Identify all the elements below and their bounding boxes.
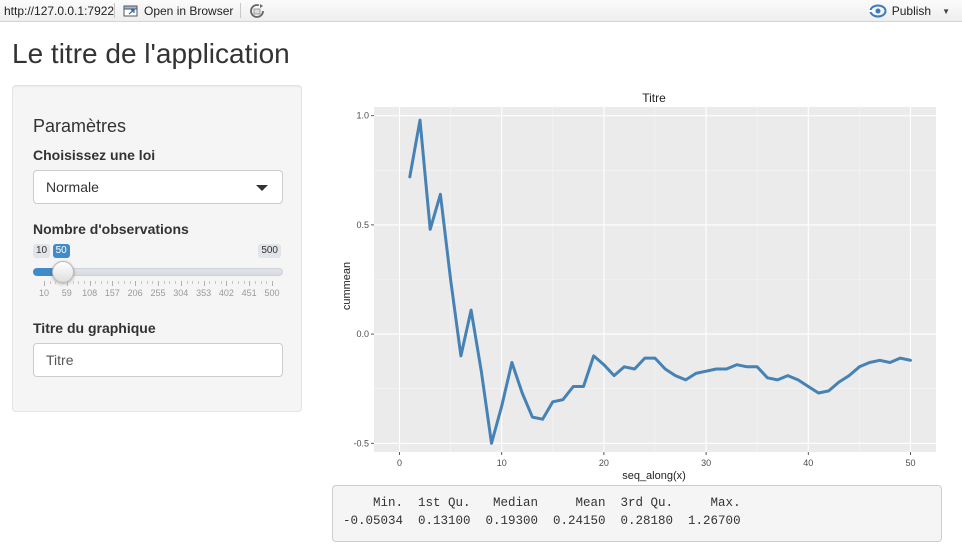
slider-grid-minor-tick	[72, 281, 74, 284]
slider-grid-tick	[89, 281, 91, 286]
slider-grid-minor-tick	[152, 281, 154, 284]
open-in-browser-button[interactable]: Open in Browser	[123, 2, 233, 20]
slider-grid-tick	[135, 281, 137, 286]
law-select-value: Normale	[46, 179, 99, 195]
slider-grid-label: 304	[173, 288, 189, 298]
slider-grid-minor-tick	[254, 281, 256, 284]
slider-grid-minor-tick	[123, 281, 125, 284]
slider-grid-label: 451	[241, 288, 257, 298]
plot-title: Titre	[642, 91, 666, 105]
cummean-plot: Titre 0 10 20 30 40 50 -0.5 0.0 0.5 1.0 seq_along…	[341, 91, 936, 482]
slider-grid-minor-tick	[146, 281, 148, 284]
x-tick-label: 40	[803, 458, 813, 468]
obs-slider-handle[interactable]	[51, 261, 74, 283]
slider-grid-minor-tick	[192, 281, 194, 284]
publish-icon	[868, 4, 887, 18]
x-tick-label: 50	[905, 458, 915, 468]
publish-button[interactable]: Publish ▼	[868, 2, 950, 20]
plot-title-label: Titre du graphique	[33, 320, 156, 336]
slider-grid-label: 500	[264, 288, 280, 298]
slider-grid-minor-tick	[186, 281, 188, 284]
slider-grid-label: 157	[104, 288, 120, 298]
slider-grid-minor-tick	[266, 281, 268, 284]
slider-grid-label: 255	[150, 288, 166, 298]
url-text: http://127.0.0.1:7922	[4, 4, 115, 18]
toolbar-separator	[114, 3, 115, 18]
slider-grid-label: 108	[82, 288, 98, 298]
slider-grid-tick	[44, 281, 45, 286]
chevron-down-icon	[256, 185, 268, 191]
viewer-toolbar: http://127.0.0.1:7922 Open in Browser Pu…	[0, 0, 962, 22]
slider-grid-label: 206	[127, 288, 143, 298]
slider-grid-label: 353	[196, 288, 212, 298]
slider-grid-minor-tick	[175, 281, 177, 284]
slider-grid-tick	[158, 281, 159, 286]
app-title: Le titre de l'application	[12, 38, 290, 69]
summary-values: -0.05034 0.13100 0.19300 0.24150 0.28180…	[343, 514, 749, 528]
slider-grid-minor-tick	[83, 281, 85, 284]
x-tick-label: 20	[599, 458, 609, 468]
slider-grid-minor-tick	[129, 281, 131, 284]
y-tick-label: 1.0	[356, 111, 369, 121]
plot-title-input[interactable]	[33, 343, 283, 377]
slider-grid-label: 59	[61, 288, 72, 298]
y-axis-label: cummean	[341, 262, 353, 310]
x-tick-label: 10	[497, 458, 507, 468]
publish-label: Publish	[891, 4, 932, 18]
summary-header: Min. 1st Qu. Median Mean 3rd Qu. Max.	[343, 496, 749, 510]
open-in-browser-label: Open in Browser	[144, 4, 234, 18]
slider-grid-tick	[180, 281, 182, 286]
slider-grid-minor-tick	[215, 281, 216, 284]
open-in-browser-icon	[123, 5, 138, 17]
slider-min-label: 10	[33, 244, 51, 258]
slider-grid-minor-tick	[140, 281, 142, 284]
slider-grid-minor-tick	[209, 281, 211, 284]
slider-max-label: 500	[258, 244, 281, 258]
publish-dropdown-icon[interactable]: ▼	[942, 6, 950, 16]
slider-grid-minor-tick	[237, 281, 239, 284]
x-tick-label: 0	[397, 458, 402, 468]
refresh-icon[interactable]	[248, 2, 266, 20]
law-select-label: Choisissez une loi	[33, 147, 156, 163]
slider-grid-tick	[249, 281, 251, 286]
slider-grid-minor-tick	[232, 281, 234, 284]
slider-grid-tick	[203, 281, 205, 286]
y-tick-label: -0.5	[353, 438, 369, 448]
law-select[interactable]: Normale	[33, 170, 283, 204]
slider-grid-minor-tick	[101, 281, 102, 284]
slider-grid-minor-tick	[61, 281, 63, 284]
slider-grid-minor-tick	[78, 281, 80, 284]
slider-grid-minor-tick	[118, 281, 120, 284]
slider-grid-minor-tick	[220, 281, 222, 284]
slider-grid-minor-tick	[49, 281, 51, 284]
y-tick-label: 0.5	[356, 220, 369, 230]
obs-slider-label: Nombre d'observations	[33, 221, 189, 237]
slider-grid-tick	[66, 281, 68, 286]
slider-grid-tick	[272, 281, 273, 286]
slider-grid-minor-tick	[260, 281, 262, 284]
y-tick-label: 0.0	[356, 329, 369, 339]
series-line	[408, 118, 912, 445]
slider-grid-minor-tick	[197, 281, 199, 284]
slider-grid-tick	[112, 281, 114, 286]
sidebar-panel: Paramètres Choisissez une loi Normale No…	[12, 85, 302, 412]
slider-grid-label: 10	[38, 288, 50, 298]
slider-grid-minor-tick	[169, 281, 171, 284]
slider-grid-minor-tick	[55, 281, 57, 284]
slider-grid-minor-tick	[243, 281, 245, 284]
summary-output: Min. 1st Qu. Median Mean 3rd Qu. Max. -0…	[332, 485, 942, 542]
slider-grid-minor-tick	[163, 281, 165, 284]
x-axis-label: seq_along(x)	[622, 470, 686, 482]
x-tick-label: 30	[701, 458, 711, 468]
slider-grid-label: 402	[218, 288, 234, 298]
slider-grid-minor-tick	[95, 281, 97, 284]
toolbar-separator	[240, 3, 241, 18]
obs-slider-fill	[33, 268, 63, 276]
slider-value-label: 50	[52, 244, 70, 258]
sidebar-heading: Paramètres	[33, 116, 127, 136]
slider-grid-minor-tick	[106, 281, 108, 284]
slider-grid-tick	[226, 281, 228, 286]
